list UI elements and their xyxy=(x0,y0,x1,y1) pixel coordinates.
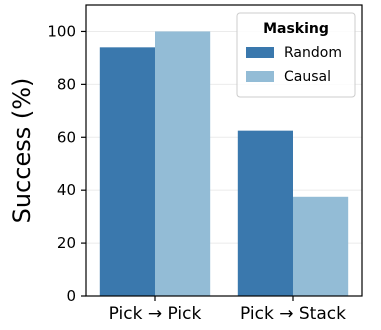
y-tick-label: 40 xyxy=(57,181,76,199)
y-tick-label: 20 xyxy=(57,234,76,252)
bar-causal xyxy=(293,196,349,296)
legend-swatch-random xyxy=(246,47,274,58)
legend-label-random: Random xyxy=(284,45,342,61)
legend: Masking Random Causal xyxy=(236,12,356,98)
x-tick-label: Pick → Pick xyxy=(109,304,202,324)
bar-random xyxy=(237,130,293,296)
bar-random xyxy=(99,47,155,297)
y-tick-label: 100 xyxy=(47,22,76,40)
y-axis-label: Success (%) xyxy=(8,78,36,224)
tick-layer: 0 20 40 60 80 100 Pick → Pick Pick → Stack xyxy=(47,22,346,324)
x-tick-label: Pick → Stack xyxy=(240,304,346,324)
legend-swatch-causal xyxy=(246,71,274,82)
y-tick-label: 80 xyxy=(57,75,76,93)
legend-title: Masking xyxy=(263,21,329,37)
y-tick-label: 60 xyxy=(57,128,76,146)
axis-frame xyxy=(85,4,363,297)
y-tick-label: 0 xyxy=(66,287,76,305)
legend-items: Random Causal xyxy=(246,45,342,85)
legend-label-causal: Causal xyxy=(284,69,331,85)
bar-layer xyxy=(99,31,349,297)
bar-causal xyxy=(155,31,211,296)
